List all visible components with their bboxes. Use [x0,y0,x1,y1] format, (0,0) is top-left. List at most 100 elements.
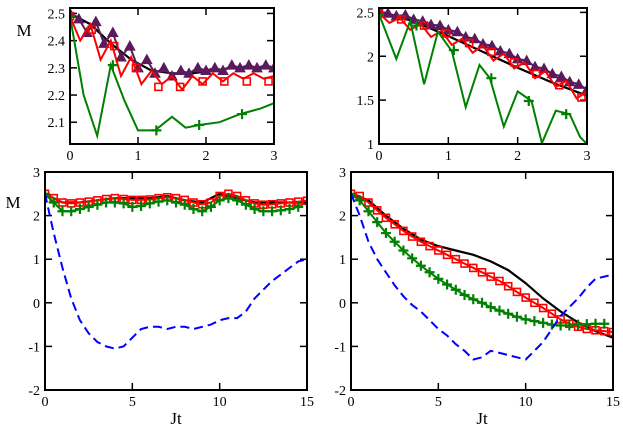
y-tick-label: 2 [367,50,374,65]
series-line-green [70,16,274,140]
data-point-square [532,69,541,79]
data-point-square [242,77,252,86]
data-point-square [390,220,399,229]
data-point-plus [363,206,374,217]
data-point-square [547,309,557,319]
data-point-plus [284,204,295,215]
data-point-plus [237,109,248,120]
data-point-square [175,82,185,92]
y-tick-label: 2 [339,210,346,225]
plot-area [45,188,307,350]
x-tick-label: 10 [213,395,227,410]
data-point-square [477,267,487,277]
data-point-plus [520,314,531,325]
data-point-plus [372,217,383,228]
data-point-square [464,38,474,48]
data-point-square [364,198,373,207]
data-point-triangle [98,37,110,48]
x-tick-label: 2 [514,149,521,164]
data-point-plus [197,206,208,217]
data-point-plus [101,197,112,208]
data-point-square [396,15,406,24]
data-point-square [416,237,426,247]
data-point-square [495,276,504,286]
y-axis-label: M [16,21,31,40]
data-point-plus [380,228,391,239]
data-point-square [87,25,97,35]
data-point-square [198,77,207,86]
data-point-plus [293,201,304,212]
data-point-plus [411,20,422,31]
data-point-square [425,241,434,251]
data-point-plus [477,297,487,308]
data-point-plus [232,195,243,206]
data-point-triangle [451,25,464,37]
data-point-plus [223,193,234,204]
x-axis-label: Jt [170,409,182,426]
x-tick-label: 5 [129,395,136,410]
data-point-plus [275,205,286,216]
data-point-plus [109,197,120,208]
x-tick-label: 3 [271,149,278,164]
data-point-plus [162,195,173,206]
data-point-plus [205,201,216,212]
data-point-square [460,259,469,268]
data-point-triangle [434,19,446,31]
plot-area [70,8,274,140]
data-point-square [554,80,564,90]
data-point-triangle [251,61,263,73]
data-point-plus [66,206,77,217]
data-point-plus [459,289,470,300]
data-point-plus [240,199,251,210]
x-tick-label: 15 [606,395,620,410]
data-point-plus [351,188,356,199]
data-point-square [220,77,229,86]
data-point-square [109,41,119,51]
y-tick-label: 2.2 [48,89,66,104]
data-point-plus [379,9,384,20]
plot-area [351,188,613,361]
y-tick-label: 3 [33,166,40,181]
data-point-plus [442,279,453,290]
data-point-plus [538,317,549,328]
data-point-triangle [268,61,274,73]
data-point-triangle [174,64,187,76]
y-tick-label: -2 [334,384,346,399]
data-point-plus [555,320,566,331]
data-point-plus [424,267,435,278]
data-point-triangle [242,59,255,70]
x-tick-label: 15 [300,395,314,410]
data-point-triangle [72,12,85,24]
data-point-plus [407,253,418,264]
series-line-blue-dashed [45,193,307,350]
y-tick-label: 0 [339,297,346,312]
y-tick-label: -1 [28,340,40,355]
series-line-red [379,12,587,100]
data-point-square [577,93,586,102]
x-tick-label: 1 [135,149,142,164]
data-point-square [512,287,522,297]
series-line-black [70,12,274,75]
chart-panel-br: 0 5 10 15 -2 -1 0 1 2 3 Jt [334,166,620,426]
data-point-plus [258,206,269,217]
data-point-plus [433,273,444,284]
x-tick-label: 1 [445,149,452,164]
chart-panel-bl: 0 5 10 15 -2 -1 0 1 2 3M Jt [5,166,314,426]
data-point-plus [45,188,50,199]
data-point-plus [144,198,155,209]
data-point-plus [573,319,584,330]
x-tick-label: 0 [67,149,74,164]
data-point-square [302,196,307,206]
data-point-plus [171,197,181,208]
series-line-green [379,13,587,144]
y-axis-label: M [5,193,20,212]
data-point-square [487,47,496,57]
data-point-plus [581,319,592,330]
data-point-plus [74,204,85,215]
data-point-plus [267,206,278,217]
data-point-square [486,272,496,281]
axes-frame [44,171,308,391]
data-point-square [407,232,417,241]
data-point-triangle [572,78,585,89]
